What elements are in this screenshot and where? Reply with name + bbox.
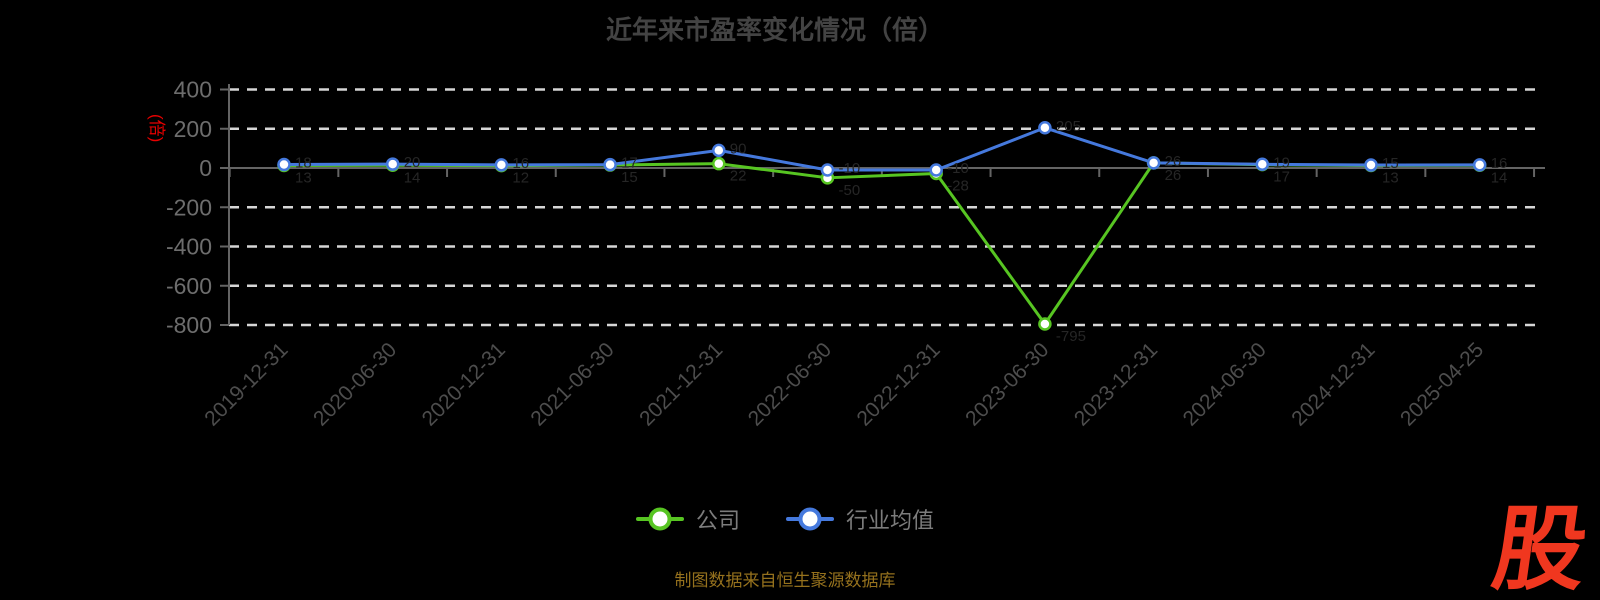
- data-point-industry: [1472, 158, 1487, 172]
- data-point-company: [1038, 317, 1052, 331]
- data-point-industry: [1364, 158, 1378, 172]
- data-point-industry: [929, 163, 943, 177]
- y-axis-label: 0: [199, 155, 212, 181]
- data-point-label: 16: [512, 155, 529, 172]
- data-point-label: -795: [1056, 328, 1086, 345]
- chart-legend: 公司 行业均值: [0, 503, 1570, 535]
- data-point-company: [712, 156, 726, 171]
- x-axis-label: 2020-06-30: [309, 338, 401, 430]
- data-point-industry: [385, 157, 400, 171]
- y-axis-label: -800: [166, 312, 212, 338]
- data-point-industry: [1255, 157, 1270, 172]
- x-axis-label: 2021-12-31: [635, 338, 727, 430]
- data-point-label: 16: [1491, 155, 1508, 172]
- data-point-label: -50: [839, 182, 861, 199]
- data-point-label: 15: [621, 169, 638, 186]
- data-point-industry: [277, 157, 291, 172]
- industry-line-marker-icon: [786, 507, 834, 531]
- x-axis-label: 2020-12-31: [418, 338, 510, 430]
- x-axis-label: 2023-12-31: [1070, 338, 1162, 430]
- data-point-label: -10: [947, 160, 969, 177]
- y-axis-label: -600: [166, 273, 212, 299]
- x-axis-label: 2024-06-30: [1179, 338, 1271, 430]
- data-point-label: 22: [730, 168, 747, 185]
- y-axis-label: 400: [174, 77, 212, 103]
- data-point-label: -10: [839, 160, 861, 177]
- data-point-industry: [1038, 121, 1052, 135]
- data-point-label: 13: [295, 169, 312, 186]
- legend-label-industry: 行业均值: [846, 508, 935, 533]
- x-axis-label: 2024-12-31: [1287, 338, 1379, 430]
- x-axis-label: 2022-06-30: [744, 338, 836, 430]
- data-point-industry: [712, 143, 726, 158]
- stock-watermark: 股: [1486, 499, 1594, 600]
- data-point-label: 15: [1382, 155, 1399, 172]
- data-point-label: 13: [1382, 169, 1399, 186]
- data-point-label: 26: [1165, 167, 1182, 184]
- data-point-industry: [1146, 156, 1161, 170]
- data-point-label: 90: [730, 140, 747, 157]
- data-point-label: 20: [404, 154, 421, 171]
- legend-label-company: 公司: [695, 508, 740, 533]
- page-title: 近年来市盈率变化情况（倍）: [605, 15, 945, 45]
- series-line-company: [283, 161, 1480, 326]
- data-point-industry: [820, 163, 835, 177]
- data-point-label: 14: [1491, 169, 1508, 186]
- data-point-label: 26: [1165, 153, 1182, 170]
- series-line-industry: [283, 126, 1480, 172]
- y-axis-label: -200: [166, 194, 212, 220]
- legend-item-company[interactable]: 公司: [635, 503, 740, 535]
- data-point-label: 19: [1273, 154, 1290, 171]
- data-point-label: 17: [621, 155, 638, 172]
- x-axis-label: 2025-04-25: [1396, 338, 1488, 430]
- data-point-label: 18: [295, 154, 312, 171]
- y-axis-label: 200: [174, 116, 212, 142]
- x-axis-label: 2022-12-31: [853, 338, 945, 430]
- y-axis-label: -400: [166, 234, 212, 260]
- data-point-label: 17: [1273, 169, 1290, 186]
- x-axis-label: 2019-12-31: [200, 338, 292, 430]
- data-point-industry: [494, 158, 509, 172]
- x-axis-label: 2021-06-30: [526, 338, 618, 430]
- data-point-label: 12: [512, 170, 529, 187]
- data-point-industry: [603, 157, 617, 172]
- legend-item-industry[interactable]: 行业均值: [786, 503, 934, 535]
- data-point-label: -28: [947, 177, 969, 194]
- data-point-label: 14: [404, 169, 421, 186]
- data-point-label: 205: [1056, 118, 1081, 135]
- data-source-note: 制图数据来自恒生聚源数据库: [674, 571, 896, 590]
- x-axis-label: 2023-06-30: [961, 338, 1053, 430]
- company-line-marker-icon: [635, 507, 684, 531]
